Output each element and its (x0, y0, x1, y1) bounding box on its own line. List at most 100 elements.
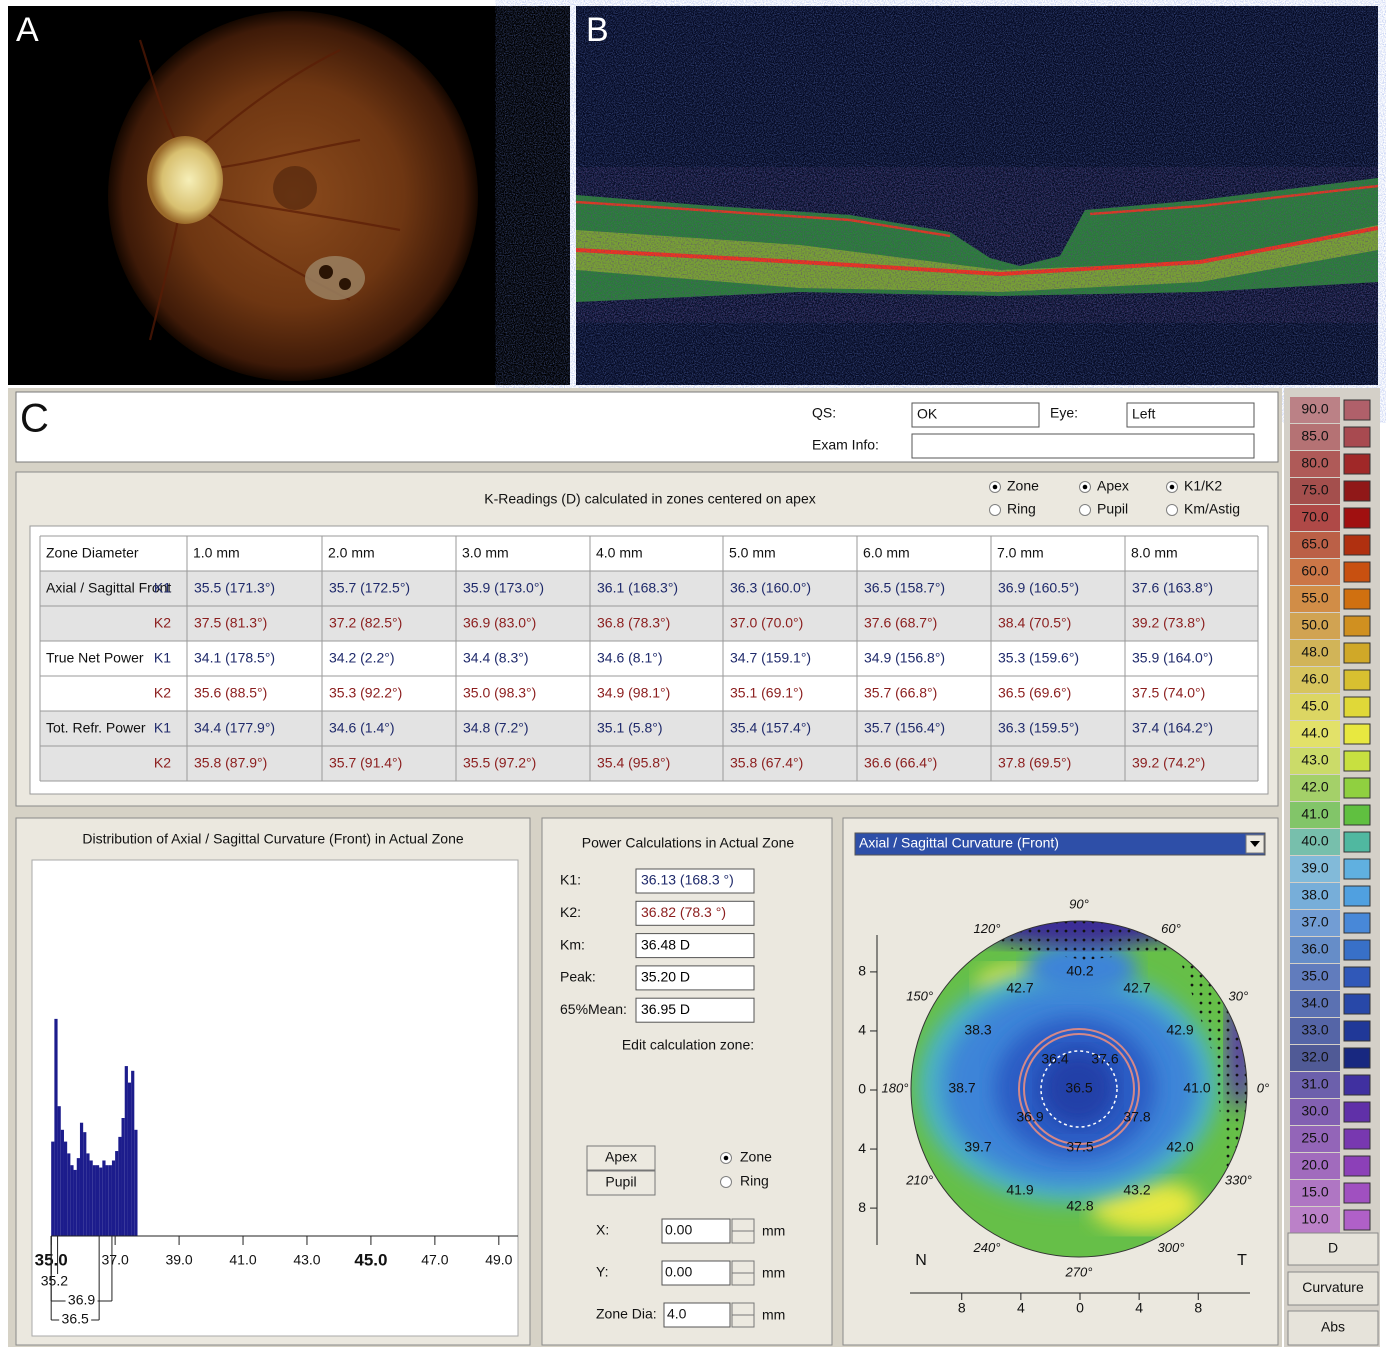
radio-button[interactable] (721, 1177, 732, 1188)
map-value: 37.6 (1091, 1051, 1118, 1067)
scale-label: 31.0 (1301, 1076, 1328, 1092)
histogram-bar (77, 1158, 80, 1236)
x-tick-label: 0 (1076, 1300, 1084, 1316)
histogram-bar (96, 1165, 99, 1236)
scale-label: 39.0 (1301, 860, 1328, 876)
field-label: Zone Dia: (596, 1306, 657, 1322)
column-header: 2.0 mm (328, 545, 375, 561)
lesion (305, 256, 365, 300)
scale-label: 37.0 (1301, 914, 1328, 930)
histogram-bar (51, 1142, 54, 1236)
scale-label: 32.0 (1301, 1049, 1328, 1065)
column-header: 7.0 mm (997, 545, 1044, 561)
k-value: 37.6 (163.8°) (1132, 580, 1213, 596)
k-value: 36.5 (69.6°) (998, 685, 1071, 701)
histogram-bar (109, 1165, 112, 1236)
k-value: 34.8 (7.2°) (463, 720, 529, 736)
lesion-spot (319, 265, 333, 279)
radio-label: Pupil (1097, 501, 1128, 517)
k-value: 35.8 (67.4°) (730, 755, 803, 771)
figure: A B CQS:OKEye:LeftExam Info:K-Readings (… (0, 0, 1386, 1347)
unit-label: mm (762, 1307, 785, 1323)
radio-button[interactable] (1080, 505, 1091, 516)
scale-swatch (1344, 589, 1370, 609)
radio-button[interactable] (990, 505, 1001, 516)
lesion-spot (339, 278, 351, 290)
angle-label: 330° (1225, 1172, 1252, 1187)
exam-info-field[interactable] (912, 434, 1254, 458)
column-header: 4.0 mm (596, 545, 643, 561)
histogram-bar (90, 1160, 93, 1236)
k-value: 35.4 (95.8°) (597, 755, 670, 771)
k-value: 34.9 (156.8°) (864, 650, 945, 666)
map-value: 38.7 (948, 1080, 975, 1096)
histogram-bar (86, 1153, 89, 1236)
x-tick-label: 41.0 (229, 1252, 256, 1268)
field-label: X: (596, 1222, 609, 1238)
scale-label: 90.0 (1301, 401, 1328, 417)
angle-label: 30° (1229, 988, 1249, 1003)
scale-swatch (1344, 1021, 1370, 1041)
k-value: 35.5 (97.2°) (463, 755, 536, 771)
k-value: 35.4 (157.4°) (730, 720, 811, 736)
histogram-bar (83, 1132, 86, 1236)
scale-label: 85.0 (1301, 428, 1328, 444)
field-label: Km: (560, 936, 585, 952)
angle-label: 240° (973, 1240, 1001, 1255)
scale-label: 40.0 (1301, 833, 1328, 849)
radio-label: Zone (1007, 478, 1039, 494)
panel-label: C (20, 397, 49, 441)
angle-label: 120° (974, 921, 1001, 936)
scale-swatch (1344, 562, 1370, 582)
histogram-bar (58, 1106, 61, 1236)
radio-label: Km/Astig (1184, 501, 1240, 517)
column-header: Zone Diameter (46, 545, 139, 561)
map-value: 42.7 (1006, 980, 1033, 996)
map-value: 42.9 (1166, 1022, 1193, 1038)
scale-swatch (1344, 1183, 1370, 1203)
scale-label: 43.0 (1301, 752, 1328, 768)
section-label: Edit calculation zone: (622, 1037, 754, 1053)
scale-swatch (1344, 967, 1370, 987)
scale-swatch (1344, 778, 1370, 798)
field-value: 36.95 D (641, 1001, 690, 1017)
scale-label: 80.0 (1301, 455, 1328, 471)
field-label: Exam Info: (812, 437, 879, 453)
k-value: 35.3 (159.6°) (998, 650, 1079, 666)
field-value: 36.13 (168.3 °) (641, 872, 734, 888)
k-value: 34.1 (178.5°) (194, 650, 275, 666)
column-header: 1.0 mm (193, 545, 240, 561)
field-label: K2: (560, 904, 581, 920)
field-value: 0.00 (665, 1222, 692, 1238)
radio-button[interactable] (1167, 505, 1178, 516)
map-value: 42.8 (1066, 1198, 1093, 1214)
angle-label: 300° (1158, 1240, 1185, 1255)
scale-label: 60.0 (1301, 563, 1328, 579)
oct-layers (576, 178, 1378, 310)
scale-label: 25.0 (1301, 1130, 1328, 1146)
histogram-bar (54, 1019, 57, 1236)
scale-swatch (1344, 508, 1370, 528)
scale-swatch (1344, 1156, 1370, 1176)
angle-label: 180° (882, 1080, 909, 1095)
histogram-bar (67, 1153, 70, 1236)
row-label: Tot. Refr. Power (46, 720, 146, 736)
row-label: True Net Power (46, 650, 144, 666)
k-value: 37.5 (81.3°) (194, 615, 267, 631)
y-tick-label: 0 (858, 1081, 866, 1097)
k-label: K1 (154, 720, 171, 736)
field-value: 36.48 D (641, 936, 690, 952)
scale-swatch (1344, 859, 1370, 879)
optic-disc (147, 136, 223, 224)
map-value: 42.0 (1166, 1139, 1193, 1155)
scale-swatch (1344, 481, 1370, 501)
field-label: Peak: (560, 969, 596, 985)
scale-swatch (1344, 427, 1370, 447)
field-label: Y: (596, 1264, 608, 1280)
scale-swatch (1344, 886, 1370, 906)
scale-swatch (1344, 832, 1370, 852)
histogram-bar (131, 1071, 134, 1236)
k-value: 35.9 (173.0°) (463, 580, 544, 596)
k-value: 34.2 (2.2°) (329, 650, 395, 666)
angle-label: 210° (905, 1172, 933, 1187)
